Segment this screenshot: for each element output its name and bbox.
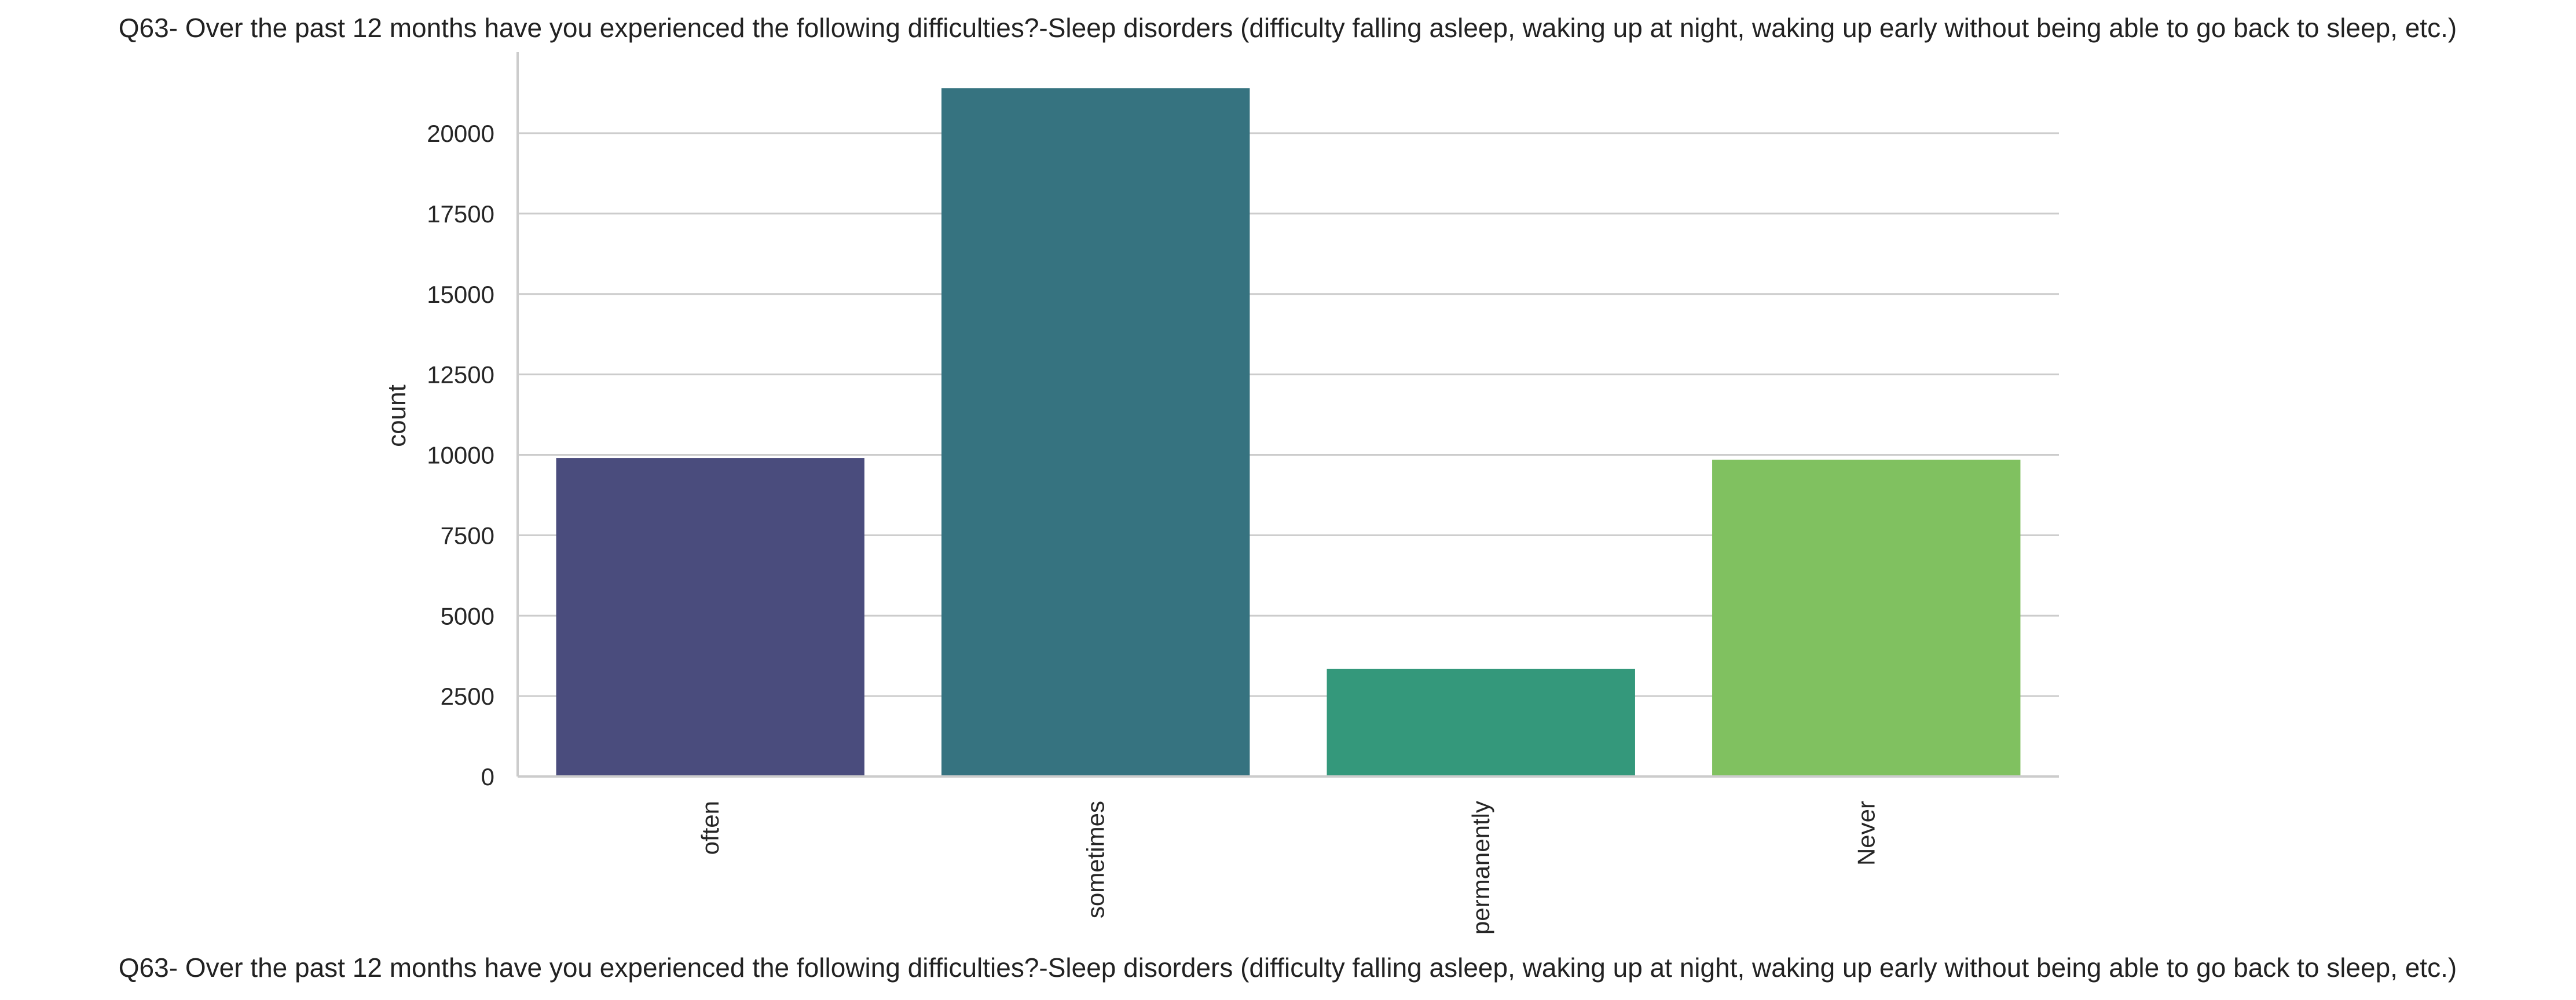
y-tick-label: 12500 (427, 361, 494, 389)
x-tick-label: Never (1852, 801, 1879, 866)
chart-title: Q63- Over the past 12 months have you ex… (119, 13, 2457, 43)
x-tick-label: permanently (1467, 801, 1494, 935)
x-tick-label: sometimes (1082, 801, 1109, 918)
y-tick-label: 2500 (441, 683, 494, 710)
x-tick-label: often (697, 801, 724, 855)
y-tick-labels: 0 2500 5000 7500 10000 12500 15000 17500 20000 (427, 120, 494, 790)
bars (556, 88, 2021, 777)
y-tick-label: 17500 (427, 200, 494, 228)
y-tick-label: 15000 (427, 281, 494, 308)
bar-often (556, 458, 864, 776)
x-axis-label: Q63- Over the past 12 months have you ex… (119, 953, 2457, 983)
axes (516, 52, 2059, 778)
y-tick-label: 5000 (441, 602, 494, 629)
y-tick-label: 7500 (441, 522, 494, 549)
x-tick-labels: often sometimes permanently Never (697, 801, 1880, 935)
bar-never (1712, 459, 2021, 776)
y-tick-label: 20000 (427, 120, 494, 147)
bar-permanently (1327, 668, 1635, 776)
bar-sometimes (941, 88, 1250, 777)
y-tick-label: 10000 (427, 442, 494, 469)
y-axis-label: count (383, 384, 411, 447)
y-tick-label: 0 (481, 763, 494, 790)
